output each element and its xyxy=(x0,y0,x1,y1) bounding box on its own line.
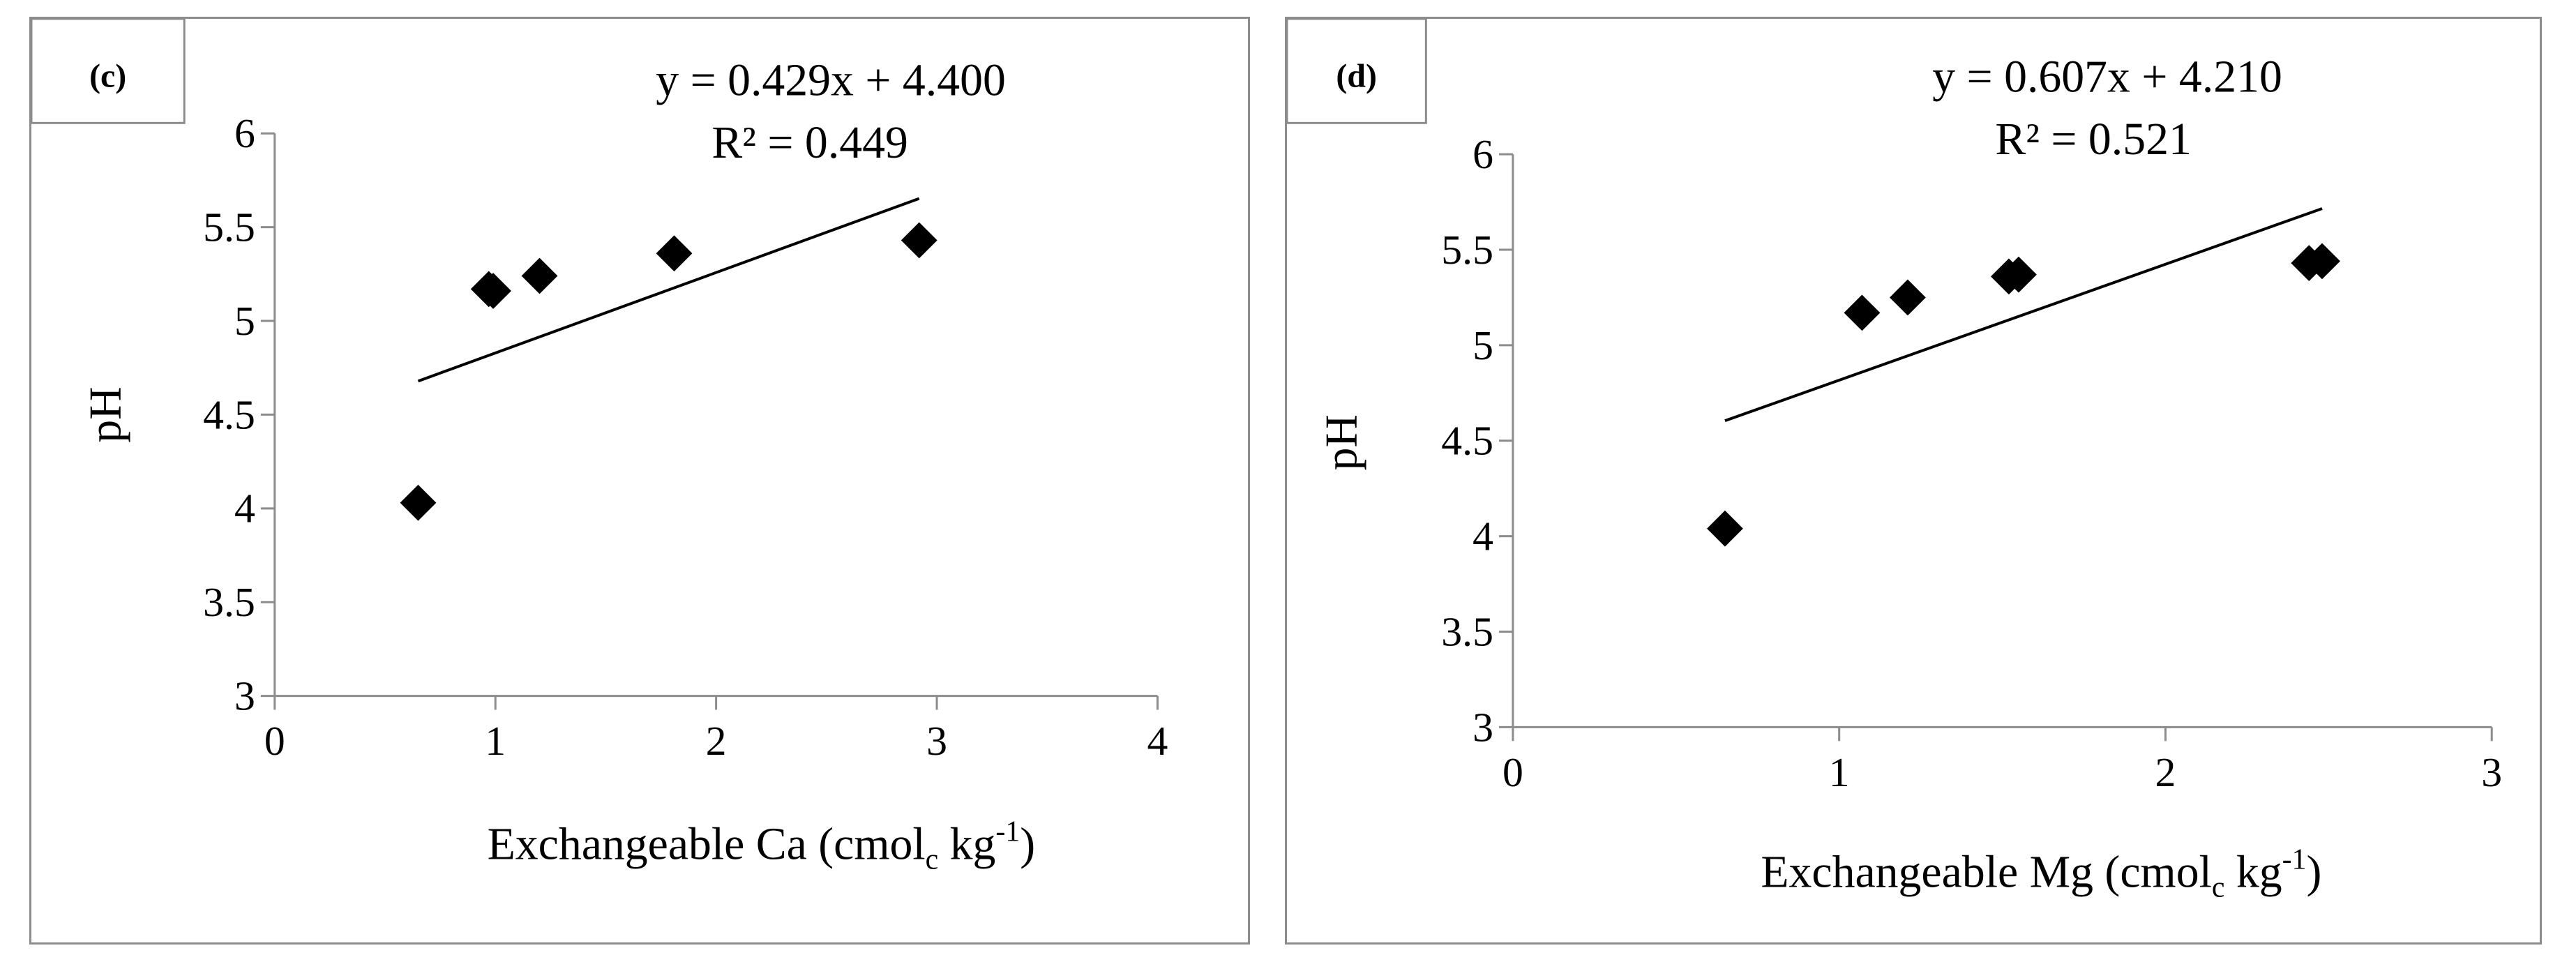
y-tick-label: 4.5 xyxy=(203,391,255,437)
x-tick-label: 1 xyxy=(1829,749,1850,795)
y-tick-label: 5.5 xyxy=(1441,227,1493,273)
trendline xyxy=(1724,207,2323,423)
y-tick-label: 5.5 xyxy=(203,204,255,250)
data-point-diamond xyxy=(400,484,437,521)
scatter-chart-d: (d) 3 3.5 4 4.5 5 5.5 6 0 1 2 3 y = 0.607x + 4.210… xyxy=(1287,19,2502,903)
chart-panel-d: (d) 3 3.5 4 4.5 5 5.5 6 0 1 2 3 y = 0.607x + 4.210… xyxy=(1285,17,2542,945)
data-point-diamond xyxy=(1707,510,1743,547)
x-axis-title: Exchangeable Mg (cmolc kg-1) xyxy=(1761,843,2321,903)
trendline-equation: y = 0.429x + 4.400 xyxy=(656,55,1006,106)
chart-panel-c: (c) 3 3.5 4 4.5 5 5.5 6 0 1 2 3 4 y = 0.429x + 4.40… xyxy=(29,17,1250,945)
data-point-diamond xyxy=(656,235,693,272)
y-tick-label: 3.5 xyxy=(1441,608,1493,654)
trendline-equation: y = 0.607x + 4.210 xyxy=(1932,52,2282,103)
y-tick-label: 6 xyxy=(1472,131,1493,177)
r-squared-label: R² = 0.521 xyxy=(1995,114,2192,165)
y-tick-label: 3.5 xyxy=(203,579,255,625)
scatter-chart-c: (c) 3 3.5 4 4.5 5 5.5 6 0 1 2 3 4 y = 0.429x + 4.40… xyxy=(31,19,1168,876)
x-tick-label: 3 xyxy=(2481,749,2502,795)
x-tick-label: 2 xyxy=(706,718,727,764)
data-point-diamond xyxy=(521,257,558,294)
y-axis-title: pH xyxy=(1316,414,1367,470)
y-tick-label: 3 xyxy=(234,673,255,719)
y-tick-label: 4 xyxy=(234,486,255,532)
y-tick-label: 4.5 xyxy=(1441,418,1493,464)
y-tick-label: 5 xyxy=(234,298,255,344)
data-point-diamond xyxy=(475,273,511,309)
x-tick-label: 0 xyxy=(264,718,285,764)
x-tick-label: 0 xyxy=(1502,749,1523,795)
x-tick-label: 1 xyxy=(485,718,506,764)
panel-label-box xyxy=(31,19,186,124)
x-axis-title: Exchangeable Ca (cmolc kg-1) xyxy=(488,816,1036,876)
trendline xyxy=(417,197,920,383)
data-point-diamond xyxy=(1890,279,1926,316)
data-point-diamond xyxy=(1844,294,1881,331)
x-tick-label: 4 xyxy=(1147,718,1168,764)
y-axis-title: pH xyxy=(80,386,131,442)
y-tick-label: 3 xyxy=(1472,704,1493,750)
r-squared-label: R² = 0.449 xyxy=(711,117,907,168)
y-tick-label: 5 xyxy=(1472,322,1493,368)
y-tick-label: 6 xyxy=(234,110,255,156)
data-point-diamond xyxy=(2001,256,2037,293)
panel-label: (c) xyxy=(89,58,126,95)
x-tick-label: 3 xyxy=(926,718,947,764)
y-tick-label: 4 xyxy=(1472,513,1493,559)
data-point-diamond xyxy=(901,222,937,259)
x-tick-label: 2 xyxy=(2155,749,2176,795)
panel-label: (d) xyxy=(1336,58,1376,95)
panel-label-box xyxy=(1287,19,1427,124)
